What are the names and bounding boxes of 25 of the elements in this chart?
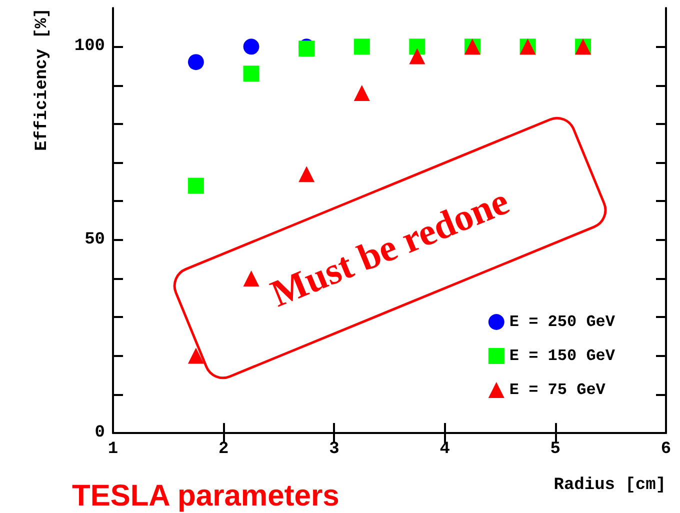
point — [243, 66, 260, 82]
point — [354, 38, 370, 55]
annotation: Must be redone — [265, 180, 515, 316]
x-axis-title: Radius [cm] — [554, 476, 666, 495]
point — [243, 270, 260, 286]
x-tick-label: 5 — [550, 440, 560, 459]
legend-label: E = 250 GeV — [509, 313, 616, 331]
x-tick-label: 6 — [660, 440, 672, 459]
point — [243, 38, 260, 55]
y-axis-title: Efficiency [%] — [33, 8, 52, 151]
y-tick-label: 0 — [94, 424, 105, 442]
point — [354, 85, 370, 101]
point — [409, 48, 426, 64]
point — [298, 166, 315, 182]
x-tick-label: 1 — [108, 440, 118, 459]
point — [188, 348, 204, 364]
legend-label: E = 150 GeV — [509, 347, 616, 365]
text: TESLA parameters — [72, 480, 340, 512]
x-tick-label: 4 — [440, 440, 450, 459]
legend-label: E = 75 GeV — [509, 381, 606, 399]
y-tick-label: 100 — [74, 37, 105, 56]
point — [188, 178, 204, 194]
point — [409, 38, 426, 55]
point — [188, 54, 204, 70]
y-tick-label: 50 — [84, 230, 105, 250]
